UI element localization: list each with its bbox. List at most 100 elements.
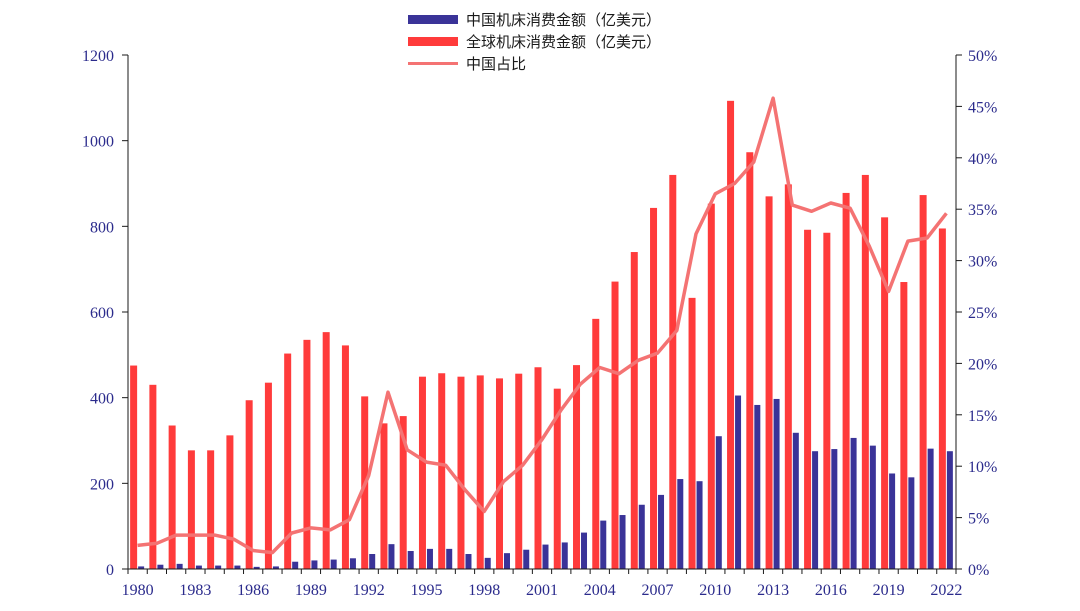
bar-china-2007 [658,494,665,569]
bar-global-1981 [149,384,157,569]
bar-global-2010 [707,203,715,570]
x-axis-ticks: 1980 1983 1986 1989 1992 1995 1998 2001 2004 2007… [122,569,962,599]
left-tick-label: 800 [90,219,114,236]
bar-global-1982 [168,425,176,569]
bar-global-1994 [399,416,407,569]
bar-china-1997 [465,554,472,569]
legend-item-china-consumption: 中国机床消费金额（亿美元） [408,8,661,30]
bar-global-2011 [727,100,735,569]
bar-global-2001 [534,367,542,569]
bar-china-2011 [735,395,742,569]
bar-china-1980 [138,566,145,569]
global-bars-series [130,100,946,570]
bar-global-2003 [573,365,581,569]
x-tick-label: 2001 [526,582,558,599]
x-tick-label: 1995 [410,582,442,599]
right-axis-ticks: 0% 5% 10% 15% 20% 25% 30% 35% 40% 45% 50% [956,48,997,579]
bar-china-1996 [446,548,453,569]
right-tick-label: 25% [968,305,997,322]
bar-global-2021 [919,195,927,569]
bar-china-1981 [157,564,164,569]
left-tick-label: 400 [90,391,114,408]
legend-item-china-share: 中国占比 [408,52,661,74]
bar-china-1984 [215,565,222,569]
bar-china-2017 [850,437,857,569]
legend-label-global: 全球机床消费金额（亿美元） [466,32,662,51]
left-tick-label: 600 [90,305,114,322]
left-tick-label: 200 [90,476,114,493]
bar-global-1999 [495,378,503,569]
bar-global-2006 [630,252,638,570]
bar-global-1995 [418,376,426,569]
bar-global-2016 [823,232,831,569]
x-tick-label: 2004 [584,582,616,599]
bar-global-2013 [765,196,773,569]
x-tick-label: 1983 [179,582,211,599]
left-tick-label: 1200 [82,48,114,65]
bar-china-2008 [677,479,684,569]
bar-global-1996 [438,373,446,569]
right-tick-label: 5% [968,511,989,528]
bar-global-2009 [688,297,696,569]
x-tick-label: 1989 [295,582,327,599]
china-bars-series [138,395,953,569]
x-tick-label: 1980 [122,582,154,599]
bar-global-1987 [264,382,272,569]
bar-china-2003 [581,532,588,569]
x-tick-label: 2010 [699,582,731,599]
bar-china-2015 [812,451,819,569]
bar-china-2002 [561,542,568,569]
x-tick-label: 1992 [353,582,385,599]
bar-china-1986 [253,566,260,569]
x-tick-label: 2022 [930,582,962,599]
bar-global-1984 [207,450,215,569]
bar-china-2000 [523,549,530,569]
bar-global-2022 [938,228,946,569]
bar-global-2002 [553,388,561,569]
bar-china-2001 [542,544,549,569]
right-tick-label: 40% [968,151,997,168]
legend: 中国机床消费金额（亿美元） 全球机床消费金额（亿美元） 中国占比 [408,8,661,74]
bar-china-1994 [407,551,414,569]
bar-china-2021 [927,448,934,569]
bar-china-1988 [292,561,299,569]
bar-china-2006 [638,504,645,569]
legend-label-china: 中国机床消费金额（亿美元） [466,10,662,29]
bar-global-1988 [284,353,292,569]
legend-item-global-consumption: 全球机床消费金额（亿美元） [408,30,661,52]
bar-global-1986 [245,400,253,569]
bar-global-2000 [515,373,523,569]
left-tick-label: 1000 [82,134,114,151]
bar-china-1992 [369,554,376,569]
bar-china-2013 [773,398,780,569]
right-tick-label: 35% [968,202,997,219]
bar-china-2016 [831,449,838,569]
bar-global-2017 [842,192,850,569]
bar-china-2009 [696,481,703,569]
bar-global-2018 [861,174,869,569]
bar-china-1999 [503,553,510,569]
bar-global-2019 [881,217,889,570]
bar-china-2004 [600,520,607,569]
bar-china-2018 [869,445,876,569]
x-tick-label: 2019 [873,582,905,599]
bar-china-2022 [946,451,953,569]
bar-global-2012 [746,152,754,569]
bar-global-1990 [322,332,330,569]
bar-global-1985 [226,435,234,569]
bar-global-1991 [341,345,349,569]
bar-china-2019 [889,473,896,569]
bar-global-2007 [650,207,658,570]
right-tick-label: 0% [968,562,989,579]
bar-global-2015 [804,229,812,569]
x-tick-label: 2016 [815,582,847,599]
bar-china-1985 [234,565,241,569]
legend-label-share: 中国占比 [466,54,527,73]
bar-china-1991 [349,558,356,569]
bar-china-1983 [195,565,202,569]
bar-global-2020 [900,282,908,569]
right-tick-label: 20% [968,356,997,373]
bar-china-1998 [484,557,491,569]
right-tick-label: 10% [968,459,997,476]
bar-global-2005 [611,281,619,569]
